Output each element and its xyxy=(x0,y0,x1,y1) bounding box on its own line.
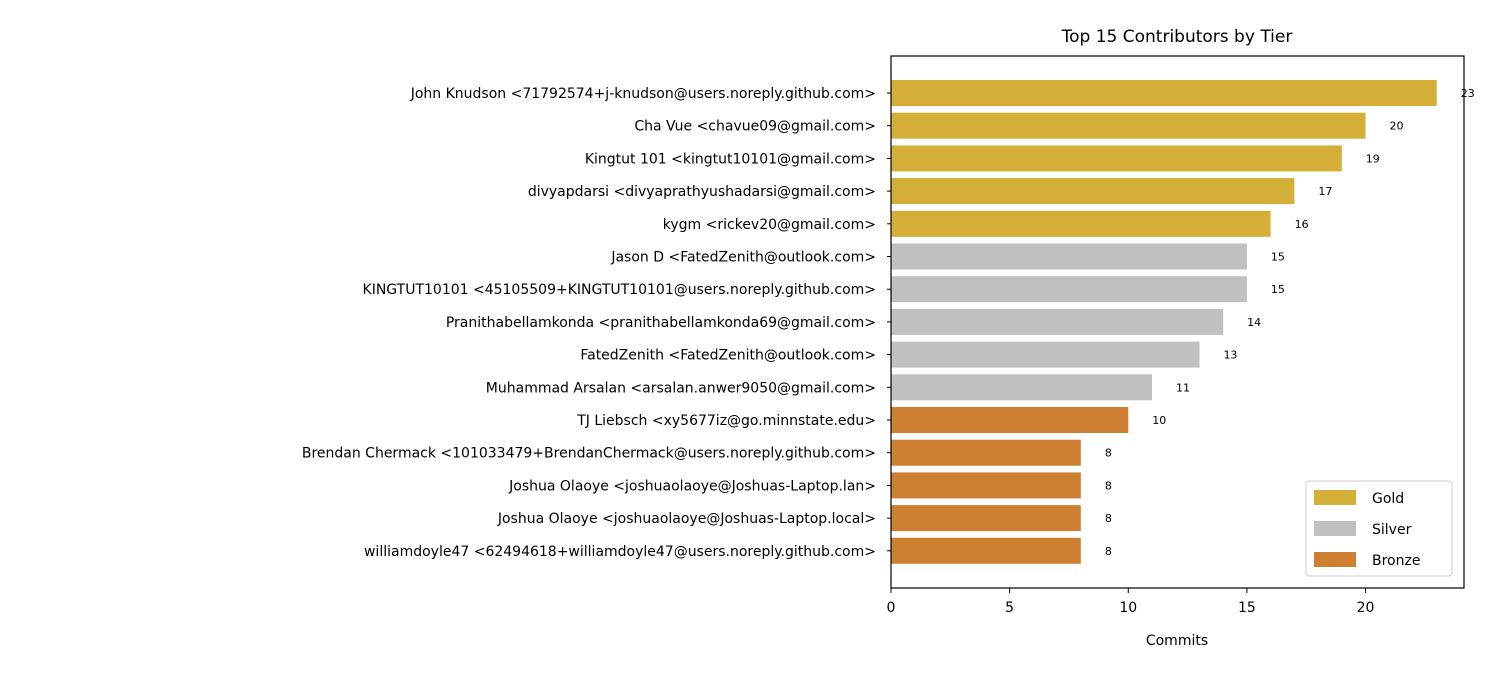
legend-swatch-silver xyxy=(1314,521,1356,536)
bar-2 xyxy=(891,145,1342,172)
category-label-11: Brendan Chermack <101033479+BrendanCherm… xyxy=(302,446,876,462)
value-label-10: 10 xyxy=(1152,414,1166,427)
x-tick-label-4: 20 xyxy=(1357,600,1375,616)
legend-label-silver: Silver xyxy=(1372,522,1412,538)
value-label-5: 15 xyxy=(1271,251,1285,264)
category-label-7: Pranithabellamkonda <pranithabellamkonda… xyxy=(446,315,876,331)
value-label-6: 15 xyxy=(1271,283,1285,296)
bars-layer xyxy=(891,80,1437,564)
x-tick-label-3: 15 xyxy=(1238,600,1256,616)
bar-6 xyxy=(891,276,1247,303)
value-label-2: 19 xyxy=(1366,152,1380,165)
bar-13 xyxy=(891,505,1081,532)
bar-9 xyxy=(891,374,1152,401)
value-label-8: 13 xyxy=(1223,349,1237,362)
bar-11 xyxy=(891,439,1081,466)
value-label-13: 8 xyxy=(1105,512,1112,525)
legend-label-gold: Gold xyxy=(1372,491,1404,507)
legend-label-bronze: Bronze xyxy=(1372,553,1420,569)
bar-3 xyxy=(891,178,1295,205)
chart-title: Top 15 Contributors by Tier xyxy=(1061,27,1293,47)
bar-4 xyxy=(891,210,1271,237)
category-label-14: williamdoyle47 <62494618+williamdoyle47@… xyxy=(364,544,876,560)
legend-swatch-gold xyxy=(1314,490,1356,505)
category-label-2: Kingtut 101 <kingtut10101@gmail.com> xyxy=(585,151,876,167)
category-label-6: KINGTUT10101 <45105509+KINGTUT10101@user… xyxy=(363,282,876,298)
value-label-11: 8 xyxy=(1105,447,1112,460)
value-label-7: 14 xyxy=(1247,316,1261,329)
value-label-9: 11 xyxy=(1176,381,1190,394)
legend-swatch-bronze xyxy=(1314,552,1356,567)
value-label-14: 8 xyxy=(1105,545,1112,558)
bar-12 xyxy=(891,472,1081,499)
x-tick-label-0: 0 xyxy=(887,600,896,616)
category-label-3: divyapdarsi <divyaprathyushadarsi@gmail.… xyxy=(528,184,876,200)
category-labels: John Knudson <71792574+j-knudson@users.n… xyxy=(302,86,891,560)
bar-8 xyxy=(891,341,1200,368)
bar-0 xyxy=(891,80,1437,106)
bar-5 xyxy=(891,243,1247,270)
x-tick-label-2: 10 xyxy=(1119,600,1137,616)
bar-7 xyxy=(891,308,1224,335)
category-label-5: Jason D <FatedZenith@outlook.com> xyxy=(610,250,876,266)
category-label-10: TJ Liebsch <xy5677iz@go.minnstate.edu> xyxy=(576,413,876,429)
value-label-0: 23 xyxy=(1461,87,1475,100)
category-label-12: Joshua Olaoye <joshuaolaoye@Joshuas-Lapt… xyxy=(508,478,876,494)
category-label-9: Muhammad Arsalan <arsalan.anwer9050@gmai… xyxy=(486,380,876,396)
value-label-12: 8 xyxy=(1105,479,1112,492)
bar-10 xyxy=(891,407,1129,433)
legend: Gold Silver Bronze xyxy=(1305,480,1453,577)
category-label-4: kygm <rickev20@gmail.com> xyxy=(663,217,876,233)
value-label-4: 16 xyxy=(1295,218,1309,231)
value-label-3: 17 xyxy=(1318,185,1332,198)
x-axis-label: Commits xyxy=(1146,633,1208,649)
bar-1 xyxy=(891,112,1366,139)
value-label-1: 20 xyxy=(1390,120,1404,133)
plot-frame xyxy=(890,55,1465,589)
x-axis-ticks: 0 5 10 15 20 xyxy=(887,588,1375,616)
x-tick-label-1: 5 xyxy=(1005,600,1014,616)
category-label-0: John Knudson <71792574+j-knudson@users.n… xyxy=(410,86,876,102)
category-label-1: Cha Vue <chavue09@gmail.com> xyxy=(634,119,876,135)
category-label-8: FatedZenith <FatedZenith@outlook.com> xyxy=(580,348,876,364)
bar-14 xyxy=(891,537,1081,564)
category-label-13: Joshua Olaoye <joshuaolaoye@Joshuas-Lapt… xyxy=(497,511,876,527)
